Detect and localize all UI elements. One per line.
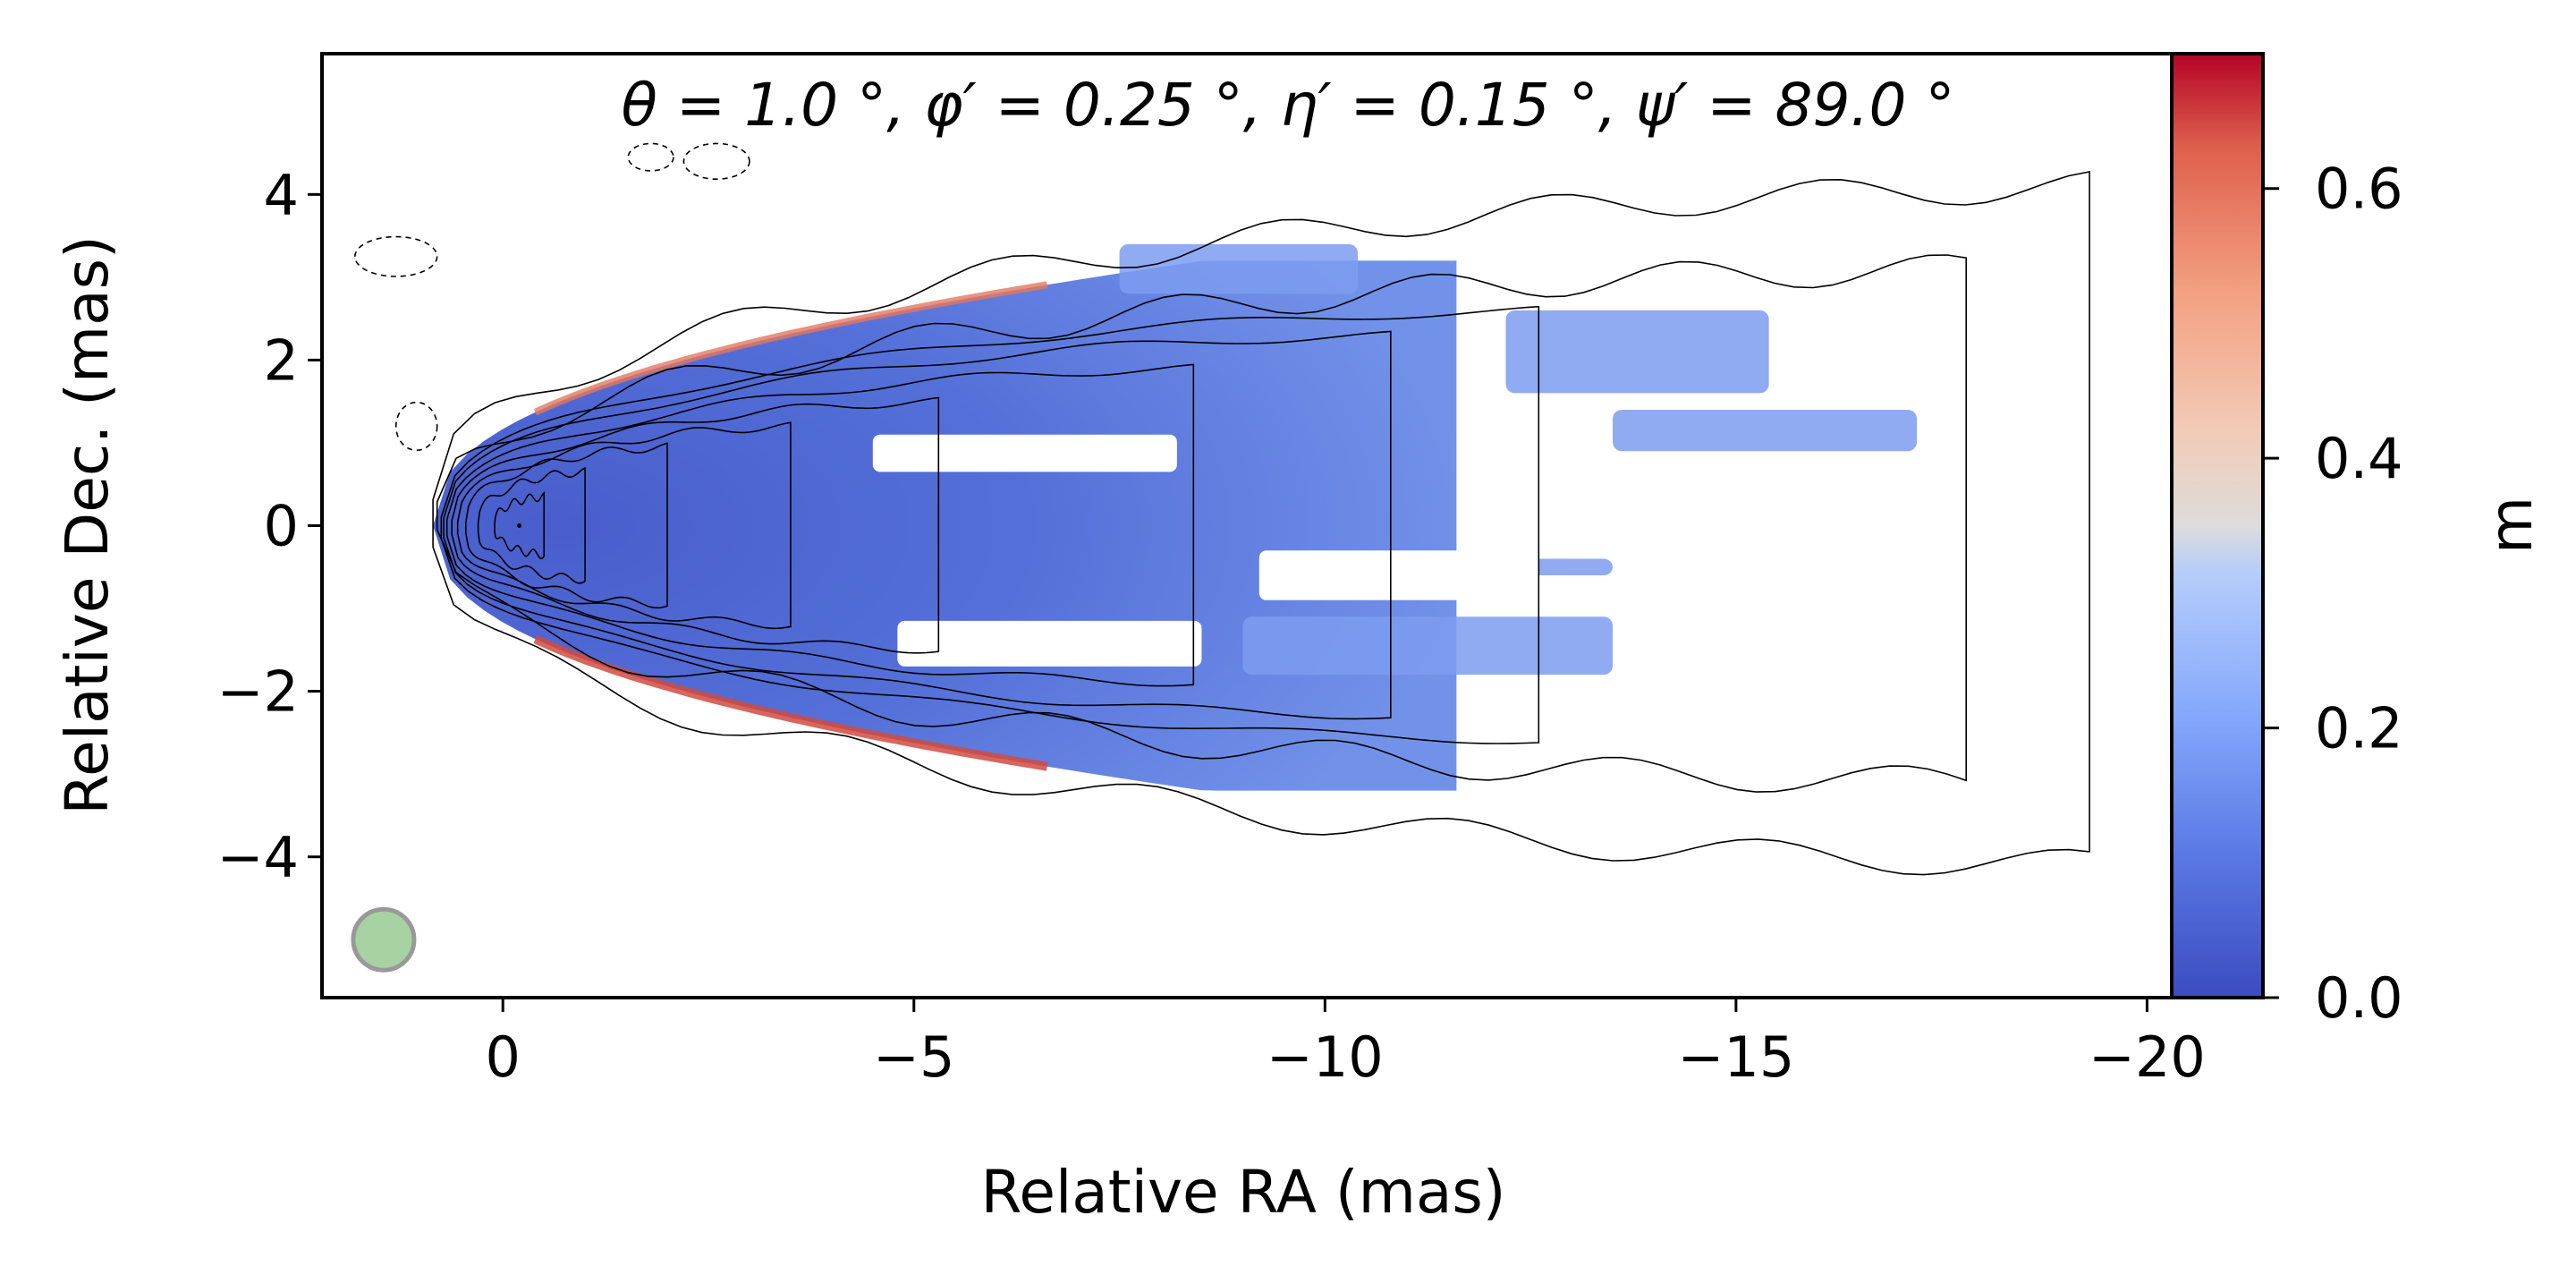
core-peak-marker <box>517 523 522 528</box>
negative-contour <box>353 235 438 277</box>
contour-level-9 <box>477 466 586 584</box>
contour-level-8 <box>465 442 668 609</box>
polarization-patch <box>1119 243 1359 294</box>
contour-level-3 <box>440 305 1540 744</box>
negative-contours <box>353 142 750 452</box>
contour-level-6 <box>451 396 940 654</box>
polarization-patch <box>1505 310 1769 394</box>
fractional-polarization-layer <box>433 243 1918 791</box>
y-tick-label: 2 <box>264 327 299 393</box>
beam-ellipse <box>351 906 417 973</box>
x-tick-label: −10 <box>1267 1024 1384 1090</box>
high-polarization-edge-bottom <box>533 634 1048 771</box>
x-tick-label: −15 <box>1677 1024 1794 1090</box>
contour-level-10 <box>494 491 545 559</box>
contour-level-5 <box>445 363 1195 687</box>
x-tick-label: −20 <box>2089 1024 2206 1090</box>
chart-title: θ = 1.0 °, φ′ = 0.25 °, η′ = 0.15 °, ψ′ … <box>622 71 1955 140</box>
y-tick-label: 0 <box>264 494 299 559</box>
contour-level-1 <box>432 171 2090 876</box>
negative-contour <box>394 401 438 452</box>
colorbar-gradient-bar <box>2170 52 2265 999</box>
y-axis-ticks: 4 2 0 −2 −4 <box>217 162 322 890</box>
x-axis-ticks: 0 −5 −10 −15 −20 <box>485 998 2206 1090</box>
plot-area <box>351 142 2090 973</box>
negative-contour <box>627 142 674 172</box>
y-tick-label: −4 <box>217 825 299 890</box>
contour-level-7 <box>456 421 792 630</box>
colorbar-tick-label: 0.4 <box>2315 426 2403 491</box>
colorbar-ticks: 0.0 0.2 0.4 0.6 <box>2263 157 2403 1031</box>
high-polarization-edge-top <box>533 281 1048 416</box>
x-tick-label: 0 <box>485 1024 520 1090</box>
y-tick-label: 4 <box>264 162 299 227</box>
polarization-patch <box>1242 616 1614 676</box>
total-intensity-contours <box>432 171 2090 876</box>
polarization-gap <box>897 620 1202 667</box>
y-tick-label: −2 <box>217 659 299 725</box>
polarization-gap <box>1258 550 1539 600</box>
y-axis-label: Relative Dec. (mas) <box>53 235 122 814</box>
colorbar: 0.0 0.2 0.4 0.6 m <box>2170 52 2546 1031</box>
contour-level-4 <box>443 330 1392 720</box>
x-tick-label: −5 <box>873 1024 954 1090</box>
contour-level-2 <box>436 254 1967 793</box>
colorbar-label: m <box>2477 497 2546 554</box>
polarization-gap <box>872 434 1177 472</box>
x-axis-label: Relative RA (mas) <box>980 1158 1505 1227</box>
polarization-patch <box>1613 409 1918 452</box>
negative-contour <box>682 142 750 180</box>
colorbar-tick-label: 0.2 <box>2315 696 2403 761</box>
colorbar-tick-label: 0.6 <box>2315 157 2403 222</box>
colorbar-tick-label: 0.0 <box>2315 965 2403 1031</box>
